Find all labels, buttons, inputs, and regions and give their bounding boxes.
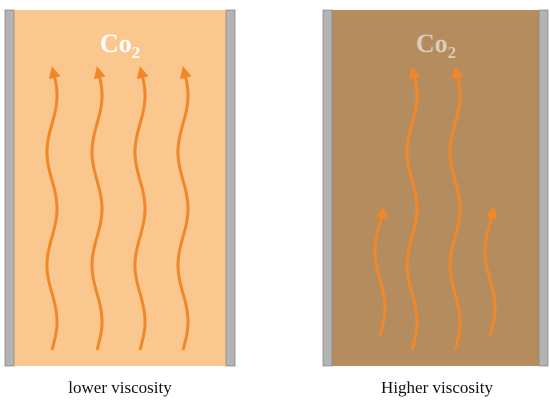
gas-label: Co2 [100,29,140,62]
wall [322,9,333,367]
flow-arrow [448,66,464,351]
label-sub: 2 [448,43,457,62]
fluid [5,10,235,366]
label-main: Co [416,29,448,58]
flow-arrow [133,66,149,351]
gas-label: Co2 [416,29,456,62]
caption: Higher viscosity [381,378,493,397]
flow-arrow [373,206,388,337]
flow-arrow [45,66,61,351]
flow-arrows [45,66,498,351]
wall [225,9,236,367]
label-sub: 2 [132,43,141,62]
flow-arrow [483,206,498,337]
wall [538,9,549,367]
caption: lower viscosity [68,378,172,397]
label-main: Co [100,29,132,58]
flow-arrow [90,66,106,351]
fluid [323,10,548,366]
flow-arrow [405,66,421,351]
low-viscosity-panel: Co2 [4,9,236,367]
high-viscosity-panel: Co2 [322,9,549,367]
flow-arrow [176,66,192,351]
wall [4,9,15,367]
